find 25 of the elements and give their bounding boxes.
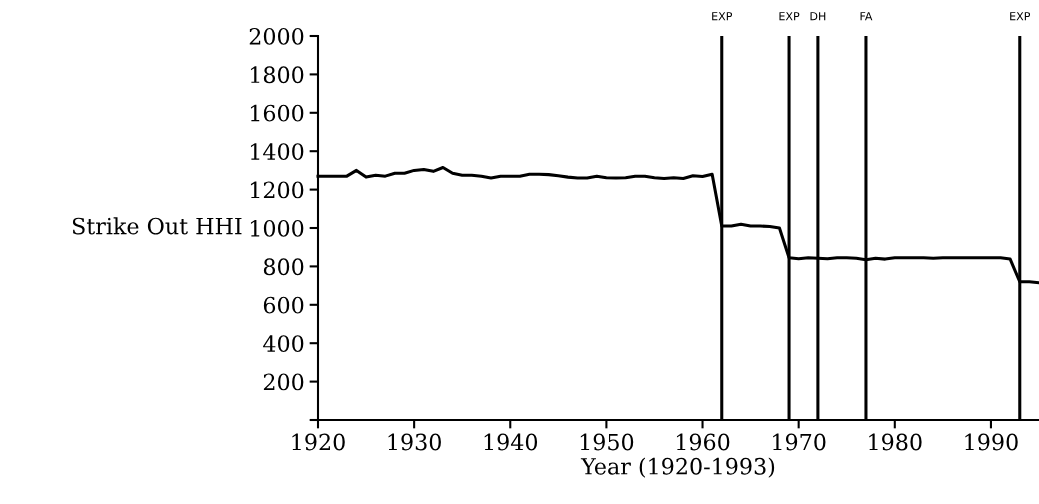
x-tick-label: 1940 [484, 433, 538, 451]
x-tick-label: 1960 [676, 433, 730, 451]
y-tick-label: 1000 [250, 219, 304, 237]
x-tick-label: 1930 [388, 433, 441, 451]
x-tick-label: 1980 [869, 433, 922, 451]
ref-line-label: FA [860, 12, 873, 21]
y-tick-label: 800 [263, 258, 304, 276]
x-tick-label: 1920 [292, 433, 345, 451]
ref-line-label: EXP [712, 12, 733, 21]
y-tick-label: 1800 [250, 66, 304, 84]
y-tick-label: 1600 [250, 104, 304, 122]
y-axis-title: Strike Out HHI [72, 217, 242, 235]
y-tick-label: 2000 [249, 27, 304, 45]
x-tick-label: 1950 [580, 433, 634, 451]
ref-line-label: DH [810, 12, 826, 21]
y-tick-label: 1400 [250, 143, 304, 160]
ref-line-label: EXP [779, 12, 800, 21]
x-tick-label: 1990 [965, 433, 1018, 451]
y-tick-label: 600 [263, 296, 304, 314]
x-tick-label: 1970 [773, 433, 826, 451]
y-tick-label: 200 [263, 373, 304, 391]
y-tick-label: 400 [263, 335, 304, 352]
y-tick-label: 1200 [250, 181, 304, 199]
x-axis-title: Year (1920-1993) [580, 457, 775, 478]
ref-line-label: EXP [1010, 12, 1031, 21]
